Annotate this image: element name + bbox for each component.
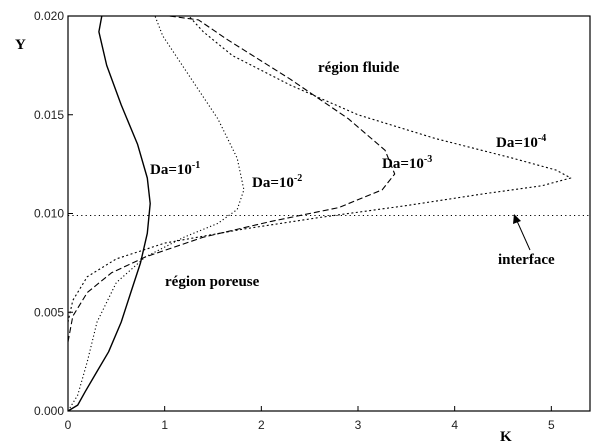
interface-arrow-head [513,214,521,224]
annotation-da-2-base: Da=10 [252,175,294,191]
x-tick-label: 0 [65,418,72,432]
x-tick-label: 1 [161,418,168,432]
interface-arrow [513,214,531,251]
annotation-da-1-base: Da=10 [150,162,192,178]
annotation-da-3-base: Da=10 [382,156,424,172]
x-tick-label: 2 [258,418,265,432]
y-tick-label: 0.015 [34,108,64,122]
y-axis-ticks: 0.000 0.005 0.010 0.015 0.020 [34,9,73,418]
x-axis-ticks: 0 1 2 3 4 5 [65,406,555,432]
y-tick-label: 0.020 [34,9,64,23]
annotation-da-1: Da=10-1 [150,160,200,178]
x-tick-label: 4 [451,418,458,432]
series-line-3 [67,15,396,343]
series-group [67,15,572,412]
interface-arrow-shaft [516,220,531,251]
annotation-da-2-exp: -2 [294,173,302,184]
annotation-region-fluid: région fluide [318,60,400,76]
series-line-1 [67,15,151,412]
annotation-da-1-exp: -1 [192,160,200,171]
y-tick-label: 0.005 [34,305,64,319]
annotation-interface: interface [498,252,555,268]
annotation-da-3-exp: -3 [424,154,432,165]
y-tick-label: 0.010 [34,207,64,221]
annotation-da-3: Da=10-3 [382,154,432,172]
annotation-da-2: Da=10-2 [252,173,302,191]
x-axis-title: K [500,429,512,445]
x-tick-label: 3 [355,418,362,432]
annotation-region-porous: région poreuse [165,274,260,290]
y-axis-title: Y [15,37,26,53]
x-tick-label: 5 [548,418,555,432]
y-tick-label: 0.000 [34,404,64,418]
series-line-2 [67,15,245,412]
series-line-4 [67,15,572,323]
annotation-da-4-base: Da=10 [496,135,538,151]
annotation-da-4-exp: -4 [538,133,546,144]
annotation-da-4: Da=10-4 [496,133,546,151]
